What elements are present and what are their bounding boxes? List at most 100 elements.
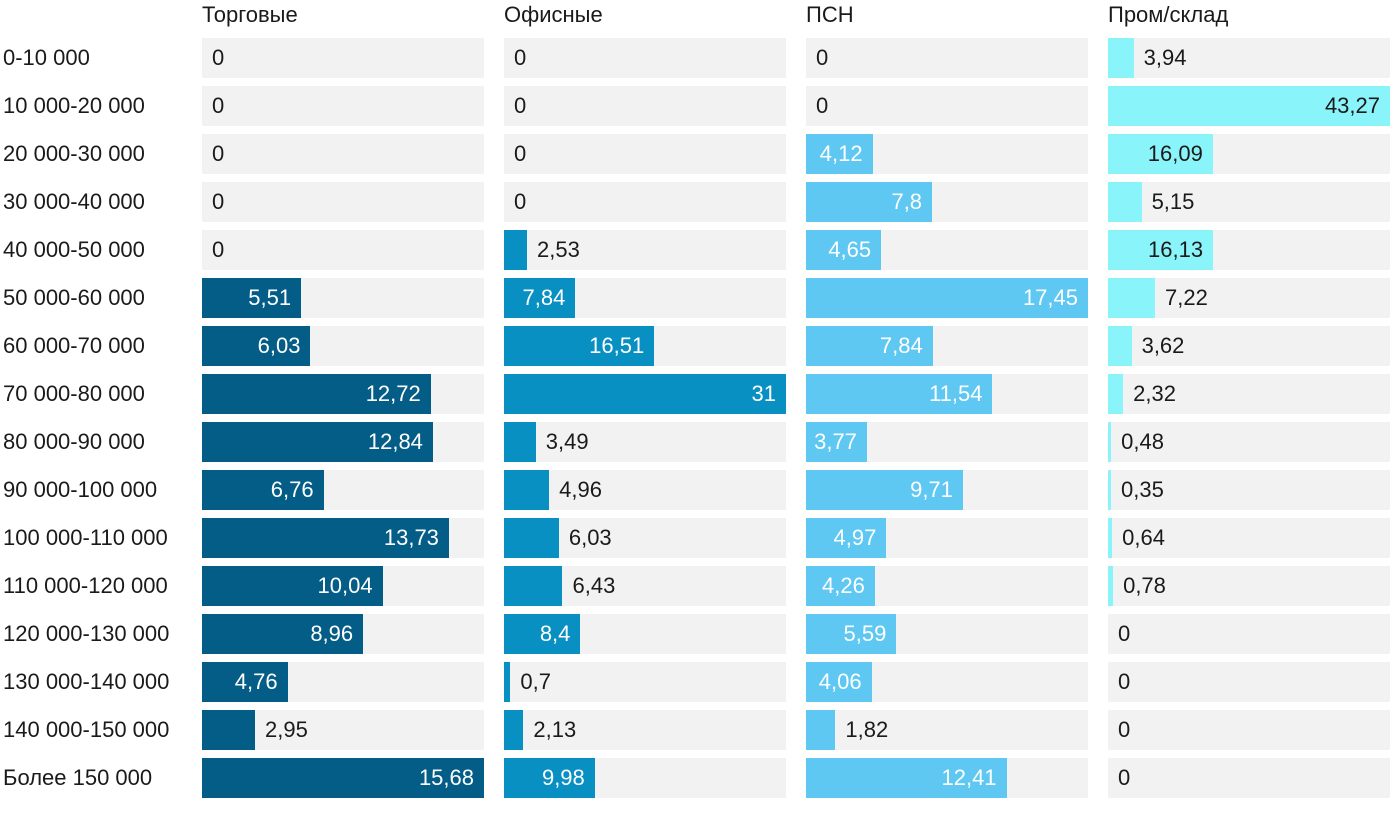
bar (1108, 422, 1112, 462)
bar (202, 710, 256, 750)
bar (504, 758, 595, 798)
data-label: 7,8 (891, 189, 923, 214)
data-label: 16,09 (1147, 141, 1203, 166)
data-label: 0 (816, 93, 829, 118)
category-label: 80 000-90 000 (3, 429, 145, 454)
bar-track (806, 38, 1088, 78)
bar (1108, 326, 1132, 366)
data-label: 2,95 (265, 717, 308, 742)
bar-track (1108, 38, 1390, 78)
data-label: 10,04 (317, 573, 373, 598)
data-label: 0 (212, 189, 225, 214)
data-label: 7,84 (522, 285, 566, 310)
bar-track (202, 38, 484, 78)
data-label: 3,62 (1141, 333, 1185, 358)
data-label: 16,13 (1148, 237, 1204, 262)
bar (202, 422, 433, 462)
data-label: 8,96 (310, 621, 354, 646)
bar-track (504, 230, 786, 270)
data-label: 0 (1118, 765, 1131, 790)
category-label: 10 000-20 000 (3, 93, 145, 118)
data-label: 0,7 (520, 669, 551, 694)
bar-track (1108, 182, 1390, 222)
bar (504, 566, 563, 606)
bar-track (1108, 758, 1390, 798)
bar-track (1108, 326, 1390, 366)
panel-title: Пром/склад (1108, 2, 1229, 27)
data-label: 3,49 (545, 429, 589, 454)
data-label: 8,4 (539, 621, 571, 646)
bar (1108, 230, 1214, 270)
data-label: 6,76 (270, 477, 314, 502)
bar (1108, 374, 1124, 414)
data-label: 4,26 (822, 573, 865, 598)
data-label: 17,45 (1022, 285, 1078, 310)
data-label: 0 (514, 93, 527, 118)
data-label: 3,77 (814, 429, 857, 454)
data-label: 4,65 (828, 237, 872, 262)
data-label: 0,64 (1122, 525, 1165, 550)
data-label: 4,76 (234, 669, 278, 694)
category-label: 60 000-70 000 (3, 333, 145, 358)
data-label: 4,12 (819, 141, 863, 166)
bar-track (202, 86, 484, 126)
bar (202, 758, 484, 798)
data-label: 1,82 (845, 717, 889, 742)
data-label: 6,03 (257, 333, 301, 358)
bar (1108, 86, 1390, 126)
bar (806, 710, 836, 750)
bar (504, 230, 527, 270)
data-label: 12,84 (367, 429, 423, 454)
data-label: 2,53 (537, 237, 580, 262)
bar (806, 374, 993, 414)
data-label: 5,15 (1151, 189, 1195, 214)
bar-track (1108, 422, 1390, 462)
bar (1108, 38, 1134, 78)
category-label: 70 000-80 000 (3, 381, 145, 406)
bar (806, 662, 872, 702)
bar-track (1108, 374, 1390, 414)
data-label: 0 (514, 141, 527, 166)
category-label: 110 000-120 000 (3, 573, 168, 598)
data-label: 6,03 (568, 525, 612, 550)
data-label: 0 (816, 45, 829, 70)
data-label: 9,98 (541, 765, 585, 790)
bar (504, 374, 786, 414)
bar (1108, 182, 1142, 222)
bar-track (202, 134, 484, 174)
bar-track (1108, 566, 1390, 606)
data-label: 0,48 (1121, 429, 1164, 454)
panel-title: Офисные (504, 2, 603, 27)
data-label: 4,96 (559, 477, 602, 502)
bar (202, 566, 383, 606)
bar (1108, 518, 1113, 558)
data-label: 0 (514, 45, 527, 70)
bar (1108, 278, 1156, 318)
bar (806, 182, 933, 222)
data-label: 12,72 (365, 381, 421, 406)
bar (504, 518, 559, 558)
bar (504, 710, 524, 750)
bar-track (202, 230, 484, 270)
bar-track (504, 470, 786, 510)
bar-track (806, 86, 1088, 126)
bar-track (1108, 614, 1390, 654)
data-label: 7,22 (1165, 285, 1208, 310)
data-label: 0,78 (1123, 573, 1166, 598)
bar (806, 614, 897, 654)
bar-track (806, 710, 1088, 750)
category-label: 40 000-50 000 (3, 237, 145, 262)
bar (504, 614, 581, 654)
data-label: 4,06 (818, 669, 862, 694)
data-label: 2,32 (1133, 381, 1176, 406)
bar (202, 614, 364, 654)
data-label: 9,71 (910, 477, 953, 502)
bar-track (1108, 518, 1390, 558)
data-label: 2,13 (533, 717, 577, 742)
data-label: 0 (212, 141, 225, 166)
bar (504, 470, 550, 510)
bar (806, 518, 887, 558)
data-label: 0 (212, 45, 225, 70)
bar-track (504, 662, 786, 702)
bar (806, 326, 933, 366)
